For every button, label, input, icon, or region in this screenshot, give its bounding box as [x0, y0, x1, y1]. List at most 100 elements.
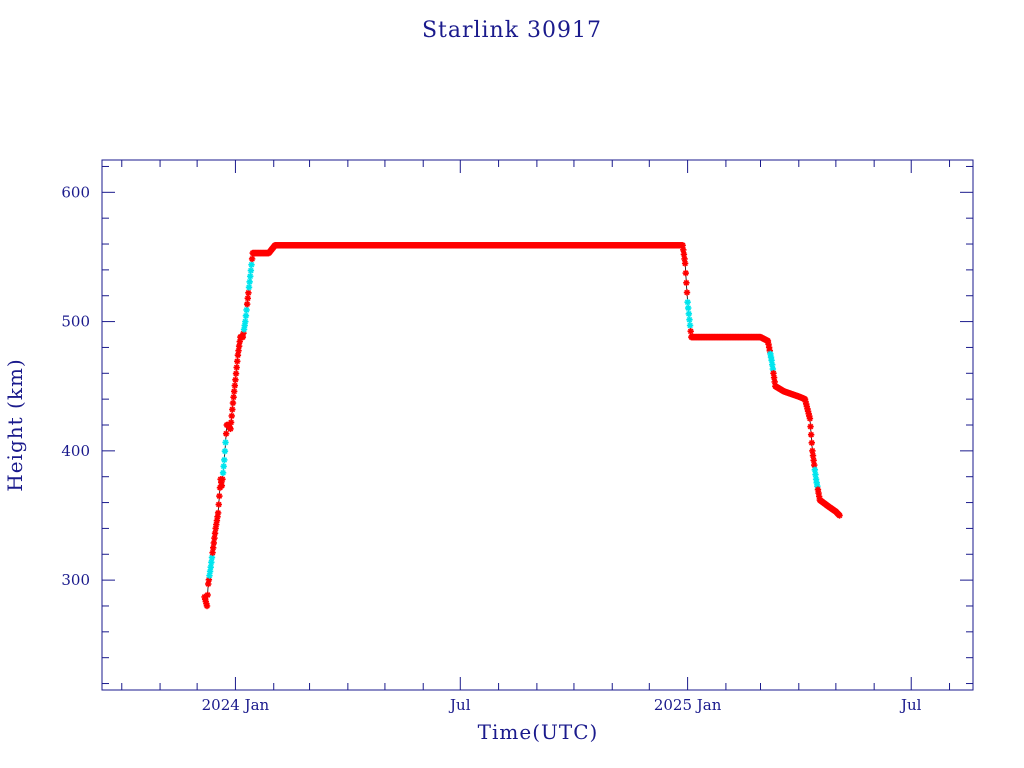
point-stroke: [214, 517, 220, 524]
data-point: [248, 261, 255, 268]
data-point: [681, 260, 689, 267]
point-stroke: [230, 394, 237, 401]
point-stroke: [213, 521, 220, 528]
point-stroke: [246, 284, 252, 291]
data-point: [686, 316, 693, 323]
data-point: [220, 463, 227, 470]
point-stroke: [204, 603, 210, 609]
point-stroke: [247, 273, 254, 280]
data-point: [231, 382, 239, 389]
x-tick-label: 2025 Jan: [654, 696, 722, 714]
data-point: [229, 399, 237, 407]
data-point: [244, 295, 251, 302]
point-stroke: [209, 554, 215, 561]
point-stroke: [242, 318, 249, 325]
point-stroke: [221, 457, 228, 463]
data-point: [219, 476, 226, 483]
point-stroke: [207, 568, 213, 575]
data-point: [204, 591, 211, 599]
data-point: [234, 358, 241, 365]
series-connector: [204, 244, 840, 607]
point-stroke: [235, 352, 241, 359]
point-stroke: [232, 382, 238, 389]
data-point: [234, 351, 242, 359]
data-point: [227, 419, 235, 426]
data-point: [203, 602, 211, 610]
chart-title: Starlink 30917: [422, 18, 602, 43]
data-point: [216, 492, 223, 500]
data-point: [232, 370, 240, 377]
point-stroke: [207, 564, 214, 571]
point-stroke: [210, 544, 216, 551]
y-tick-label: 300: [61, 571, 90, 589]
point-stroke: [222, 448, 228, 454]
point-stroke: [222, 439, 229, 446]
point-stroke: [232, 376, 239, 383]
point-stroke: [233, 364, 240, 371]
data-point: [218, 482, 226, 489]
data-point: [230, 394, 237, 401]
point-stroke: [216, 493, 223, 499]
data-point: [215, 501, 222, 508]
data-point: [221, 456, 228, 464]
point-stroke: [208, 559, 215, 566]
point-stroke: [241, 322, 248, 329]
point-stroke: [248, 261, 255, 268]
data-point: [685, 310, 693, 318]
data-point: [684, 298, 691, 306]
point-stroke: [227, 426, 234, 432]
data-point: [241, 322, 248, 329]
x-tick-label: Jul: [899, 696, 922, 714]
point-stroke: [214, 513, 221, 520]
point-stroke: [248, 267, 254, 274]
point-stroke: [243, 312, 249, 319]
data-point: [219, 469, 227, 477]
data-point: [221, 447, 229, 455]
data-point: [685, 304, 692, 312]
point-stroke: [246, 279, 253, 285]
point-stroke: [219, 482, 225, 489]
data-point: [227, 425, 234, 433]
data-point: [242, 312, 250, 319]
point-stroke: [206, 576, 212, 583]
point-stroke: [211, 535, 218, 541]
point-stroke: [230, 400, 236, 406]
point-stroke: [220, 470, 226, 476]
point-stroke: [212, 530, 218, 537]
point-stroke: [249, 256, 255, 262]
data-point: [230, 388, 238, 395]
data-point: [686, 322, 694, 329]
data-point: [242, 318, 249, 325]
data-point: [229, 406, 236, 413]
point-stroke: [244, 295, 251, 302]
y-tick-label: 400: [61, 442, 90, 460]
x-tick-label: Jul: [448, 696, 471, 714]
data-point: [235, 347, 242, 354]
x-tick-label: 2024 Jan: [202, 696, 270, 714]
data-point: [682, 269, 689, 277]
data-point: [683, 289, 691, 296]
point-stroke: [220, 463, 227, 470]
data-point: [222, 430, 230, 437]
data-point: [222, 439, 229, 446]
point-stroke: [212, 525, 219, 532]
data-point: [243, 300, 251, 308]
point-stroke: [231, 388, 238, 395]
data-point: [243, 306, 250, 314]
point-stroke: [240, 334, 246, 340]
data-point: [232, 376, 239, 383]
data-point: [245, 289, 252, 297]
point-stroke: [228, 419, 234, 426]
data-point: [246, 278, 253, 286]
point-stroke: [205, 581, 212, 587]
point-stroke: [233, 370, 239, 377]
data-point: [211, 530, 219, 537]
point-stroke: [241, 326, 247, 333]
data-point: [233, 364, 240, 371]
data-points: [201, 242, 843, 610]
data-point: [206, 572, 213, 579]
point-stroke: [204, 592, 211, 598]
point-stroke: [236, 343, 242, 349]
data-point: [214, 509, 222, 517]
